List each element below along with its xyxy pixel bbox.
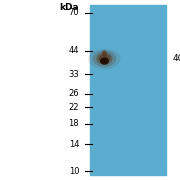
Text: 14: 14 xyxy=(69,140,79,148)
Text: 70: 70 xyxy=(69,8,79,17)
Text: 33: 33 xyxy=(68,70,79,79)
Ellipse shape xyxy=(93,51,116,67)
Ellipse shape xyxy=(96,53,112,65)
Text: 44: 44 xyxy=(69,46,79,55)
Ellipse shape xyxy=(88,49,121,69)
Text: kDa: kDa xyxy=(60,3,79,12)
Text: 18: 18 xyxy=(69,119,79,128)
Ellipse shape xyxy=(100,57,109,65)
Text: 26: 26 xyxy=(69,89,79,98)
Text: 22: 22 xyxy=(69,103,79,112)
Ellipse shape xyxy=(99,55,110,63)
Text: 10: 10 xyxy=(69,167,79,176)
Ellipse shape xyxy=(102,50,107,57)
Text: 40kDa: 40kDa xyxy=(173,54,180,63)
Bar xyxy=(90,5,166,175)
